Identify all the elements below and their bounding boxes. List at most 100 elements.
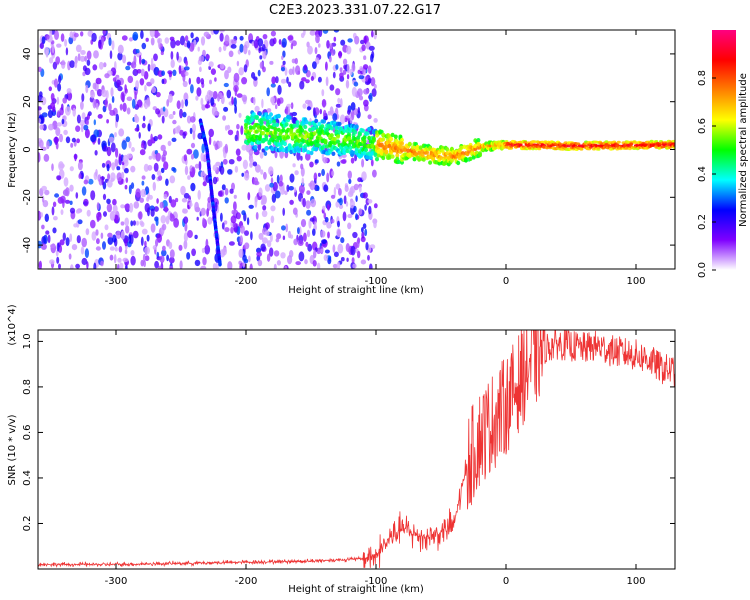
heatmap-cell — [259, 151, 264, 159]
heatmap-cell — [124, 84, 127, 92]
heatmap-cell — [218, 30, 225, 33]
heatmap-cell — [219, 63, 225, 70]
heatmap-cell — [81, 93, 85, 102]
heatmap-cell — [236, 155, 242, 162]
heatmap-cell — [183, 154, 188, 162]
heatmap-cell — [309, 161, 314, 168]
heatmap-cell — [107, 173, 111, 181]
heatmap-cell — [344, 185, 349, 192]
heatmap-cell — [276, 233, 282, 240]
heatmap-cell — [135, 80, 140, 90]
heatmap-cell — [84, 128, 90, 139]
heatmap-cell — [101, 162, 106, 168]
heatmap-cell — [236, 93, 243, 98]
heatmap-cell — [60, 195, 66, 204]
y-tick-label: 0.2 — [22, 516, 33, 532]
heatmap-cell — [288, 186, 295, 191]
heatmap-cell — [329, 133, 334, 138]
heatmap-cell — [194, 163, 199, 169]
heatmap-cell — [178, 244, 183, 251]
heatmap-cell — [132, 31, 139, 41]
heatmap-cell — [293, 238, 298, 246]
heatmap-cell — [478, 151, 482, 156]
heatmap-cell — [122, 102, 127, 113]
heatmap-cell — [298, 251, 305, 262]
heatmap-cell — [276, 98, 281, 107]
heatmap-cell — [361, 231, 365, 239]
heatmap-cell — [332, 140, 337, 146]
heatmap-cell — [233, 97, 237, 107]
heatmap-cell — [241, 172, 244, 177]
heatmap-cell — [342, 69, 347, 75]
heatmap-cell — [106, 203, 113, 213]
heatmap-cell — [161, 115, 165, 124]
heatmap-cell — [168, 241, 173, 250]
heatmap-cell — [284, 67, 288, 76]
heatmap-cell — [276, 127, 281, 133]
heatmap-cell — [323, 212, 327, 220]
heatmap-cell — [131, 147, 135, 152]
heatmap-cell — [371, 78, 375, 86]
heatmap-cell — [337, 229, 341, 238]
heatmap-cell — [212, 91, 218, 100]
heatmap-cell — [335, 64, 339, 70]
heatmap-cell — [418, 145, 423, 150]
heatmap-cell — [186, 40, 191, 49]
heatmap-cell — [155, 238, 159, 247]
heatmap-cell — [66, 91, 73, 101]
heatmap-cell — [334, 125, 339, 131]
heatmap-cell — [671, 139, 675, 143]
heatmap-cell — [331, 151, 336, 156]
heatmap-cell — [75, 209, 81, 214]
heatmap-cell — [253, 145, 258, 150]
heatmap-cell — [276, 260, 281, 266]
heatmap-cell — [128, 234, 132, 244]
heatmap-cell — [297, 240, 304, 246]
heatmap-cell — [117, 257, 122, 263]
heatmap-cell — [49, 57, 54, 64]
heatmap-cell — [297, 227, 300, 235]
heatmap-cell — [166, 99, 170, 107]
heatmap-cell — [69, 233, 73, 242]
heatmap-cell — [270, 215, 275, 224]
heatmap-cell — [162, 245, 166, 252]
heatmap-cell — [282, 235, 286, 241]
heatmap-cell — [181, 99, 184, 109]
spectrogram-y-label: Frequency (Hz) — [7, 112, 18, 188]
heatmap-cell — [290, 42, 294, 50]
heatmap-cell — [64, 106, 71, 116]
heatmap-cell — [352, 263, 357, 269]
heatmap-cell — [269, 247, 274, 257]
heatmap-cell — [230, 226, 234, 234]
heatmap-cell — [186, 148, 193, 155]
snr-y-label: SNR (10 * v/v) — [7, 414, 18, 485]
heatmap-cell — [347, 213, 353, 219]
heatmap-cell — [227, 66, 232, 74]
heatmap-cell — [335, 183, 341, 190]
heatmap-cell — [350, 102, 356, 111]
heatmap-cell — [337, 243, 344, 254]
heatmap-cell — [219, 32, 224, 42]
heatmap-cell — [370, 53, 374, 63]
heatmap-cell — [205, 238, 209, 249]
heatmap-cell — [542, 145, 546, 149]
heatmap-cell — [121, 171, 125, 179]
heatmap-cell — [50, 93, 55, 101]
heatmap-cell — [136, 220, 139, 226]
heatmap-cell — [361, 227, 364, 233]
colorbar: 0.0 0.2 0.4 0.6 0.8 Normalized spectral ampl… — [697, 30, 749, 278]
heatmap-cell — [532, 140, 537, 144]
heatmap-cell — [329, 84, 335, 91]
snr-x-label: Height of straight line (km) — [288, 584, 424, 595]
heatmap-cell — [292, 123, 297, 128]
heatmap-cell — [309, 217, 315, 222]
heatmap-cell — [208, 136, 212, 146]
heatmap-cell — [114, 158, 119, 167]
heatmap-cell — [518, 143, 523, 146]
heatmap-cell — [347, 38, 353, 43]
heatmap-cell — [214, 77, 217, 82]
x-tick-label: -300 — [105, 276, 128, 287]
heatmap-cell — [396, 159, 401, 164]
heatmap-cell — [323, 184, 329, 192]
heatmap-cell — [80, 246, 85, 255]
